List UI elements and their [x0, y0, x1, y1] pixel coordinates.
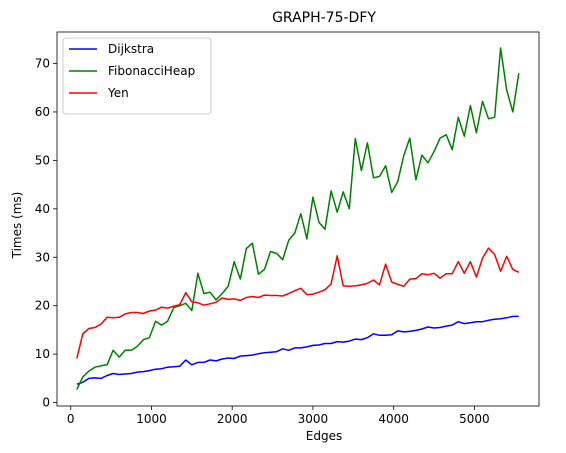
series-group	[76, 47, 520, 390]
legend-label-dijkstra: Dijkstra	[108, 42, 154, 56]
y-tick-label: 30	[35, 250, 50, 264]
y-tick-label: 0	[42, 396, 50, 410]
x-axis-label: Edges	[306, 429, 342, 443]
y-tick-label: 50	[35, 153, 50, 167]
plot-frame	[56, 31, 540, 407]
y-tick-label: 40	[35, 202, 50, 216]
series-line-dijkstra	[76, 315, 519, 385]
y-tick-label: 70	[35, 56, 50, 70]
y-tick-label: 10	[35, 347, 50, 361]
x-tick-label: 2000	[217, 412, 248, 426]
y-axis: 0 10 20 30 40 50 60 70	[35, 56, 57, 410]
series-line-yen	[76, 247, 520, 359]
x-tick-label: 1000	[136, 412, 167, 426]
legend-label-fibonacciheap: FibonacciHeap	[108, 64, 195, 78]
x-tick-label: 3000	[298, 412, 329, 426]
legend: Dijkstra FibonacciHeap Yen	[62, 37, 212, 115]
legend-label-yen: Yen	[107, 86, 129, 100]
x-tick-label: 4000	[378, 412, 409, 426]
x-tick-label: 5000	[459, 412, 490, 426]
legend-box	[62, 37, 212, 115]
x-axis: 0 1000 2000 3000 4000 5000	[67, 406, 490, 426]
y-tick-label: 20	[35, 299, 50, 313]
y-tick-label: 60	[35, 105, 50, 119]
y-axis-label: Times (ms)	[10, 192, 24, 260]
chart-title: GRAPH-75-DFY	[272, 10, 376, 26]
series-line-fibonacciheap	[76, 47, 520, 390]
x-tick-label: 0	[67, 412, 75, 426]
